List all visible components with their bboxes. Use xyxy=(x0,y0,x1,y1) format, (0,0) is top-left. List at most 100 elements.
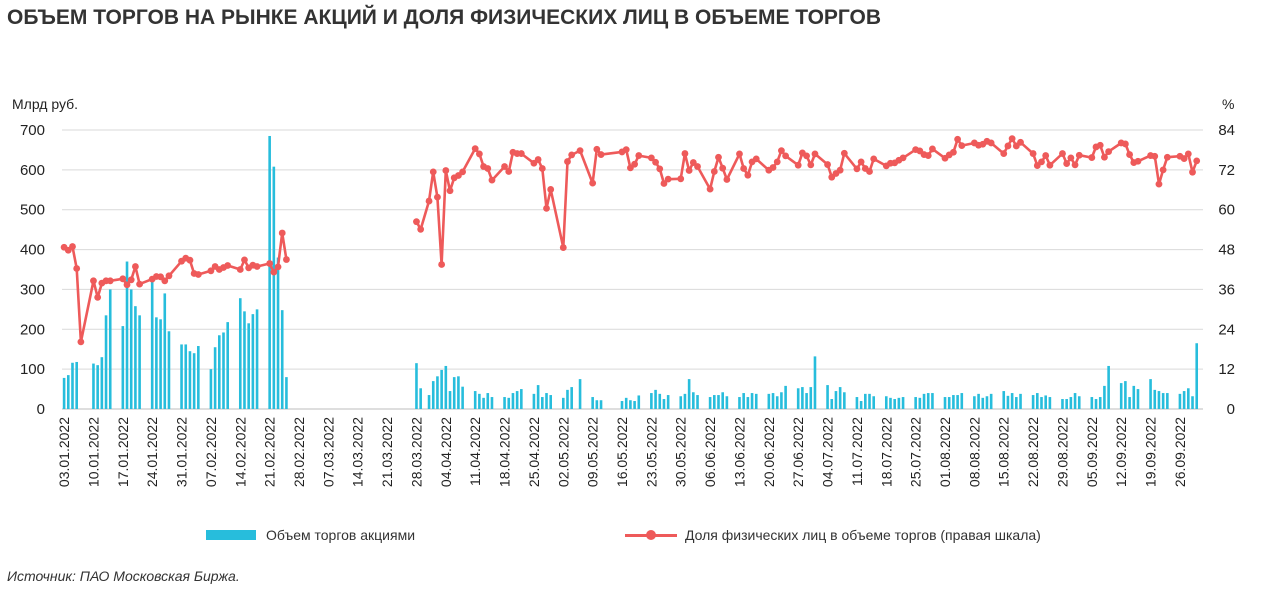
volume-bar xyxy=(830,399,834,409)
volume-bar xyxy=(184,344,188,409)
x-tick-label: 06.06.2022 xyxy=(702,417,718,487)
retail-share-point xyxy=(73,265,81,272)
retail-share-line xyxy=(60,135,1201,346)
x-tick-label: 21.03.2022 xyxy=(379,417,395,487)
volume-bar xyxy=(922,393,926,409)
retail-share-point xyxy=(471,145,479,153)
volume-bar xyxy=(859,401,863,409)
y-right-tick-label: 36 xyxy=(1218,281,1235,298)
volume-bar xyxy=(440,369,443,409)
volume-bar xyxy=(1098,397,1102,409)
retail-share-point xyxy=(1038,158,1045,166)
volume-bar xyxy=(721,392,724,409)
x-tick-label: 04.04.2022 xyxy=(438,417,454,487)
volume-bar xyxy=(931,393,934,409)
volume-bar xyxy=(633,401,636,409)
volume-bar xyxy=(507,397,511,409)
x-tick-label: 14.03.2022 xyxy=(350,417,366,487)
volume-bar xyxy=(1153,389,1157,409)
volume-bar xyxy=(897,397,901,409)
chart-canvas: 0 100 200 300 400 500 600 700 0 12 24 36 48 60 72 84 0… xyxy=(20,122,1235,487)
volume-bar xyxy=(192,353,196,409)
retail-share-point xyxy=(794,161,802,169)
volume-bar xyxy=(285,377,288,409)
retail-share-point xyxy=(752,155,760,163)
retail-share-point xyxy=(488,176,496,184)
retail-share-point xyxy=(224,262,232,269)
retail-share-point xyxy=(266,260,274,267)
volume-bar xyxy=(62,377,66,409)
volume-bar xyxy=(1015,397,1018,409)
retail-share-point xyxy=(924,152,932,159)
retail-share-point xyxy=(681,150,689,157)
y-left-tick-label: 500 xyxy=(20,202,45,219)
volume-bar xyxy=(532,393,536,409)
volume-bar xyxy=(872,396,876,409)
volume-bar xyxy=(750,393,754,409)
volume-bar xyxy=(1187,388,1190,409)
retail-share-point xyxy=(283,256,290,263)
volume-bar xyxy=(1132,385,1136,409)
retail-share-point xyxy=(236,266,244,273)
volume-bar xyxy=(415,363,418,409)
retail-share-point xyxy=(652,158,659,166)
volume-bar xyxy=(1195,343,1199,409)
retail-share-point xyxy=(1004,142,1012,150)
x-tick-label: 30.05.2022 xyxy=(673,417,689,487)
volume-bar xyxy=(654,389,657,409)
volume-bar xyxy=(1040,397,1043,409)
left-axis-unit: Млрд руб. xyxy=(12,96,79,112)
volume-bar xyxy=(973,396,976,409)
retail-share-point xyxy=(1134,157,1142,165)
volume-bar xyxy=(1157,391,1161,409)
retail-share-point xyxy=(484,165,492,172)
retail-share-point xyxy=(1159,166,1167,174)
volume-bar xyxy=(155,317,158,409)
retail-share-point xyxy=(631,160,638,168)
volume-bar xyxy=(561,397,565,409)
volume-bar xyxy=(687,379,691,409)
retail-share-point xyxy=(647,154,655,162)
x-tick-label: 26.09.2022 xyxy=(1172,417,1188,487)
grid-lines xyxy=(62,129,1203,410)
volume-bar xyxy=(805,393,808,409)
retail-share-point xyxy=(1155,180,1163,188)
retail-share-point xyxy=(1075,151,1083,159)
retail-share-point xyxy=(660,180,668,187)
volume-bar xyxy=(952,395,955,409)
retail-share-point xyxy=(475,150,483,158)
volume-bar xyxy=(843,392,846,409)
retail-share-point xyxy=(1180,155,1188,162)
volume-bar xyxy=(272,166,276,409)
retail-share-point xyxy=(505,168,513,175)
retail-share-point xyxy=(706,185,714,193)
retail-share-point xyxy=(136,280,144,288)
volume-bar xyxy=(650,393,653,409)
retail-share-point xyxy=(90,277,97,285)
retail-share-point xyxy=(803,152,810,160)
volume-bar xyxy=(629,400,632,409)
y-left-tick-label: 400 xyxy=(20,242,45,259)
retail-share-point xyxy=(807,161,815,169)
volume-bar xyxy=(104,315,108,409)
legend-bar-swatch xyxy=(206,530,256,540)
retail-share-point xyxy=(685,167,693,174)
x-tick-label: 16.05.2022 xyxy=(614,417,630,487)
x-tick-label: 25.04.2022 xyxy=(526,417,542,487)
right-axis-ticks: 0 12 24 36 48 60 72 84 xyxy=(1218,122,1235,418)
retail-share-point xyxy=(677,175,685,183)
retail-share-point xyxy=(253,263,261,270)
volume-bar xyxy=(813,356,817,409)
volume-bar xyxy=(188,351,192,409)
retail-share-point xyxy=(77,338,85,346)
volume-bar xyxy=(624,397,628,409)
retail-share-point xyxy=(69,243,76,250)
legend-line-swatch xyxy=(625,530,677,540)
retail-share-point xyxy=(106,277,114,285)
volume-bar xyxy=(1191,396,1194,409)
y-left-tick-label: 700 xyxy=(20,122,45,139)
retail-share-point xyxy=(656,165,664,173)
x-tick-label: 31.01.2022 xyxy=(174,417,190,487)
volume-bar xyxy=(784,385,787,409)
volume-bars xyxy=(62,135,1199,409)
